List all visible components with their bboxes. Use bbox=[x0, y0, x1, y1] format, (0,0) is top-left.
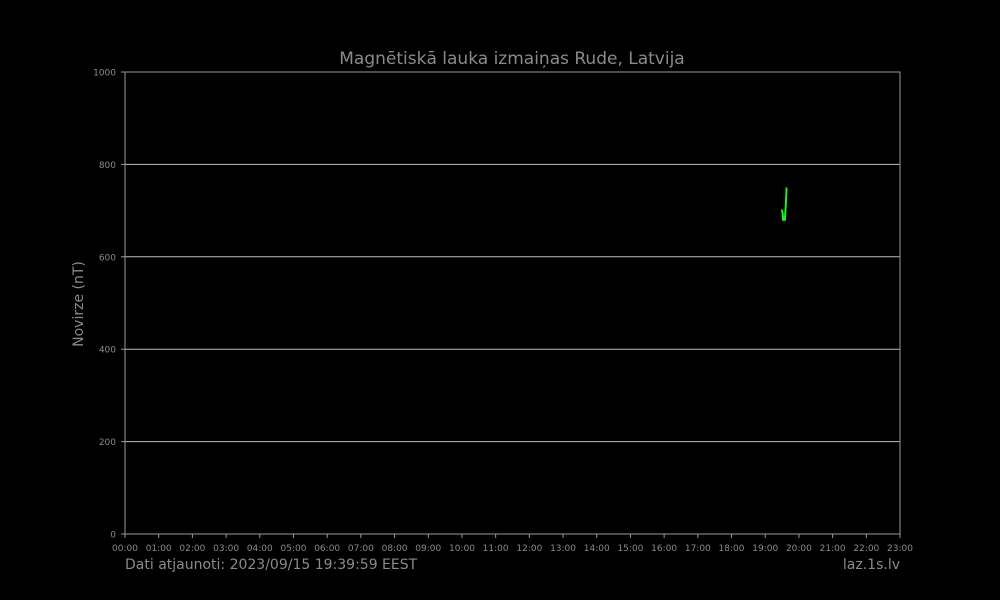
x-tick-label: 05:00 bbox=[281, 544, 307, 554]
x-tick-label: 18:00 bbox=[719, 544, 745, 554]
x-tick-label: 06:00 bbox=[314, 544, 340, 554]
chart-title: Magnētiskā lauka izmaiņas Rude, Latvija bbox=[339, 49, 684, 69]
y-tick-label: 200 bbox=[99, 438, 116, 448]
y-tick-label: 1000 bbox=[93, 69, 116, 79]
plot-frame bbox=[124, 71, 901, 535]
site-credit: laz.1s.lv bbox=[842, 557, 900, 573]
x-tick-label: 00:00 bbox=[112, 544, 138, 554]
x-tick-label: 14:00 bbox=[584, 544, 610, 554]
data-series bbox=[780, 187, 788, 221]
x-tick-label: 04:00 bbox=[247, 544, 273, 554]
x-axis-ticks: 00:00 01:00 02:00 03:00 04:00 05:00 06:00 07:00… bbox=[112, 534, 913, 554]
x-tick-label: 13:00 bbox=[550, 544, 576, 554]
x-tick-label: 19:00 bbox=[752, 544, 778, 554]
y-tick-label: 600 bbox=[99, 253, 116, 263]
x-tick-label: 11:00 bbox=[483, 544, 509, 554]
x-tick-label: 02:00 bbox=[179, 544, 205, 554]
gridlines bbox=[125, 163, 900, 443]
y-tick-label: 400 bbox=[99, 346, 116, 356]
x-tick-label: 21:00 bbox=[820, 544, 846, 554]
x-tick-label: 07:00 bbox=[348, 544, 374, 554]
y-axis-ticks: 0 200 400 600 800 1000 bbox=[93, 69, 125, 541]
x-tick-label: 15:00 bbox=[617, 544, 643, 554]
x-tick-label: 03:00 bbox=[213, 544, 239, 554]
y-axis-label: Novirze (nT) bbox=[71, 261, 87, 347]
x-tick-label: 16:00 bbox=[651, 544, 677, 554]
x-tick-label: 08:00 bbox=[382, 544, 408, 554]
x-tick-label: 09:00 bbox=[415, 544, 441, 554]
y-tick-label: 0 bbox=[110, 531, 116, 541]
x-tick-label: 12:00 bbox=[516, 544, 542, 554]
series-line bbox=[780, 187, 788, 221]
x-tick-label: 17:00 bbox=[685, 544, 711, 554]
x-tick-label: 23:00 bbox=[887, 544, 913, 554]
x-tick-label: 01:00 bbox=[146, 544, 172, 554]
y-tick-label: 800 bbox=[99, 161, 116, 171]
x-tick-label: 20:00 bbox=[786, 544, 812, 554]
last-updated-text: Dati atjaunoti: 2023/09/15 19:39:59 EEST bbox=[125, 557, 418, 573]
x-tick-label: 10:00 bbox=[449, 544, 475, 554]
x-tick-label: 22:00 bbox=[853, 544, 879, 554]
